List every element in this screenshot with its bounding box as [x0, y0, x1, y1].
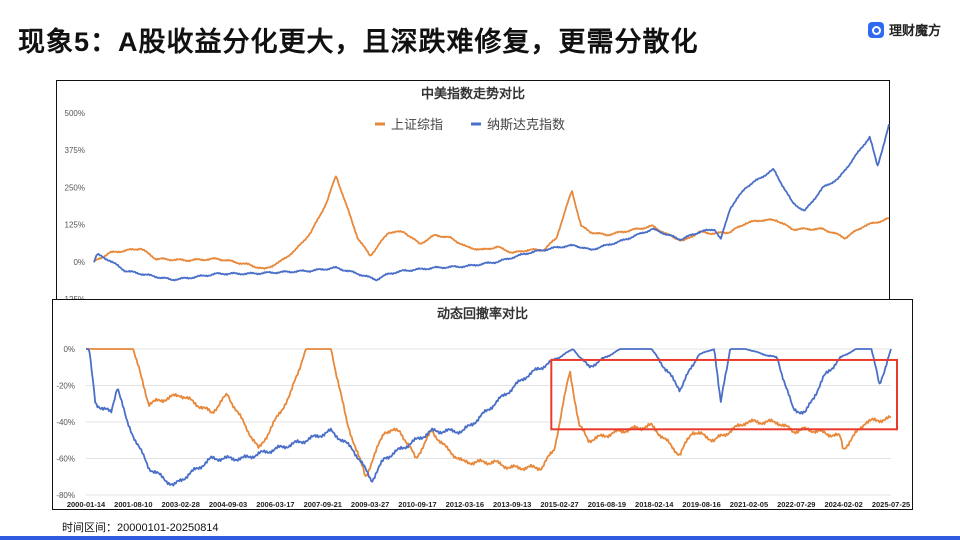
x-tick-label: 2009-03-27 — [351, 500, 389, 509]
x-tick-label: 2024-02-02 — [824, 500, 862, 509]
drawdown-plot: 0% -20% -40% -60% -80%2000-01-14 2001-08-10 20… — [56, 345, 910, 509]
y-tick-label: 0% — [73, 258, 85, 267]
bottom-accent-bar — [0, 536, 960, 540]
x-tick-label: 2021-02-05 — [730, 500, 768, 509]
chart-title: 中美指数走势对比 — [420, 86, 525, 101]
time-range-note: 时间区间：20000101-20250814 — [62, 522, 219, 534]
drawdown-chart: 动态回撤率对比 0% -20% -40% -60% -80% 2000-01-14 2001… — [52, 299, 913, 510]
y-tick-label: 375% — [65, 146, 85, 155]
chart-title: 动态回撤率对比 — [436, 306, 528, 321]
brand-logo: 理财魔方 — [868, 20, 941, 39]
x-tick-label: 2016-08-19 — [588, 500, 626, 509]
y-tick-label: -125% — [62, 295, 85, 301]
x-tick-label: 2013-09-13 — [493, 500, 531, 509]
x-tick-label: 2018-02-14 — [635, 500, 674, 509]
logo-text: 理财魔方 — [889, 23, 942, 38]
x-tick-label: 2025-07-25 — [872, 500, 910, 509]
x-tick-label: 2001-08-10 — [114, 500, 152, 509]
x-tick-label: 2007-09-21 — [304, 500, 342, 509]
y-tick-label: 250% — [65, 183, 85, 192]
y-tick-label: 0% — [63, 345, 75, 354]
x-tick-label: 2022-07-29 — [777, 500, 815, 509]
series-line-nasdaq — [86, 348, 892, 487]
x-tick-label: 2003-02-28 — [162, 500, 200, 509]
x-tick-label: 2010-09-17 — [398, 500, 436, 509]
legend-label: 上证综指 — [391, 117, 443, 132]
legend-label: 纳斯达克指数 — [487, 117, 565, 132]
x-tick-label: 2012-03-16 — [446, 500, 484, 509]
series-line-sse — [93, 175, 890, 270]
price-trend-chart: 中美指数走势对比 500% 375% 250% 125% 0% -125% 上证综指 纳斯达克… — [56, 80, 890, 301]
logo-icon — [868, 21, 884, 38]
x-tick-label: 2015-02-27 — [540, 500, 578, 509]
x-tick-label: 2000-01-14 — [67, 500, 106, 509]
y-tick-label: -20% — [56, 382, 75, 391]
y-tick-label: -80% — [56, 491, 75, 500]
price-trend-plot: 500% 375% 250% 125% 0% -125% 上证综指 纳斯达克指数 — [62, 109, 890, 301]
x-tick-label: 2019-08-16 — [682, 500, 720, 509]
y-tick-label: 500% — [65, 109, 85, 118]
series-line-nasdaq — [93, 123, 890, 282]
y-tick-label: -40% — [56, 418, 75, 427]
x-tick-label: 2004-09-03 — [209, 500, 247, 509]
y-tick-label: 125% — [65, 221, 85, 230]
x-tick-label: 2006-03-17 — [256, 500, 294, 509]
series-line-sse — [86, 348, 892, 477]
highlight-box — [550, 358, 898, 431]
page-title: 现象5：A股收益分化更大，且深跌难修复，更需分散化 — [18, 27, 699, 57]
y-tick-label: -60% — [56, 455, 75, 464]
